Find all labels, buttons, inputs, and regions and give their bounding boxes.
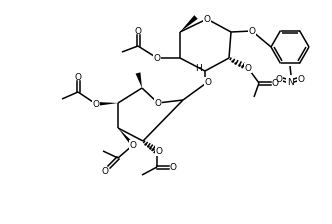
Text: O: O bbox=[153, 54, 160, 62]
Text: O: O bbox=[205, 78, 211, 86]
Polygon shape bbox=[180, 15, 198, 32]
Text: O: O bbox=[93, 99, 100, 108]
Text: O: O bbox=[102, 166, 109, 175]
Text: N: N bbox=[287, 78, 293, 86]
Text: O: O bbox=[297, 75, 304, 84]
Polygon shape bbox=[135, 72, 142, 88]
Text: O: O bbox=[155, 146, 162, 155]
Text: O: O bbox=[272, 78, 279, 88]
Text: O: O bbox=[74, 73, 81, 82]
Text: O: O bbox=[170, 162, 177, 172]
Text: O: O bbox=[276, 75, 283, 84]
Text: O: O bbox=[129, 140, 136, 149]
Text: O: O bbox=[244, 63, 252, 73]
Text: O: O bbox=[248, 26, 256, 35]
Text: H: H bbox=[195, 63, 202, 73]
Text: O: O bbox=[154, 99, 161, 108]
Text: O: O bbox=[134, 26, 141, 35]
Polygon shape bbox=[118, 128, 134, 146]
Text: O: O bbox=[204, 15, 210, 24]
Polygon shape bbox=[96, 102, 118, 106]
